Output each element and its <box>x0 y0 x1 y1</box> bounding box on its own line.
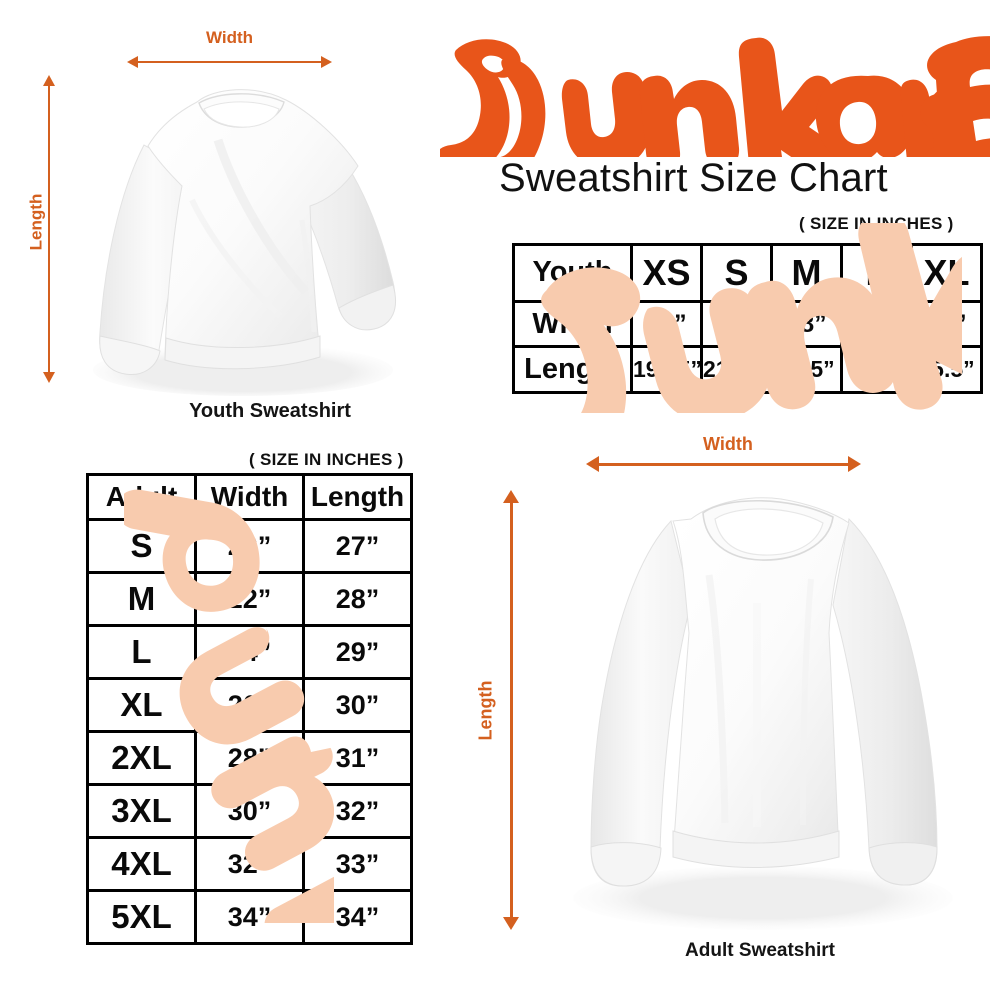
youth-width-xs: 16” <box>630 299 703 349</box>
youth-width-s: 17” <box>700 299 773 349</box>
arrow-bar <box>599 462 848 466</box>
youth-width-arrow <box>127 54 332 70</box>
youth-length-s: 21.25” <box>700 345 773 394</box>
adult-sweatshirt-image <box>543 483 983 938</box>
adult-size-cell: XL <box>86 677 197 734</box>
adult-length-cell: 32” <box>302 783 413 840</box>
arrow-bar <box>509 503 513 917</box>
table-row: 5XL 34” 34” <box>86 889 413 945</box>
adult-col-header-size: Adult <box>86 472 197 522</box>
table-row: 2XL 28” 31” <box>86 730 413 787</box>
adult-width-cell: 28” <box>194 730 305 787</box>
table-row: M 22” 28” <box>86 571 413 628</box>
youth-length-m: 22.5” <box>770 345 843 394</box>
table-row: 4XL 32” 33” <box>86 836 413 892</box>
adult-table-units-note: ( SIZE IN INCHES ) <box>249 450 404 469</box>
adult-width-cell: 32” <box>194 836 305 892</box>
youth-measurements-grid: Youth XS S M L XL Width 16” 17” 18” 19” … <box>512 243 983 394</box>
adult-length-cell: 34” <box>302 889 413 945</box>
adult-size-cell: 2XL <box>86 730 197 787</box>
arrow-bar <box>48 86 50 372</box>
youth-width-m: 18” <box>770 299 843 349</box>
adult-size-cell: L <box>86 624 197 681</box>
youth-size-l: L <box>840 243 913 303</box>
youth-width-label: Width <box>206 28 254 47</box>
youth-sweatshirt-caption: Youth Sweatshirt <box>189 400 351 422</box>
youth-sweatshirt-image <box>58 70 418 400</box>
chart-subtitle: Sweatshirt Size Chart <box>499 156 888 200</box>
adult-measurements-grid: Adult Width Length S 20” 27” M 22” 28” L… <box>86 472 413 945</box>
youth-size-s: S <box>700 243 773 303</box>
adult-width-cell: 26” <box>194 677 305 734</box>
arrow-head-down-icon <box>503 917 519 930</box>
arrow-head-up-icon <box>503 490 519 503</box>
adult-width-cell: 20” <box>194 518 305 575</box>
arrow-head-up-icon <box>43 75 55 86</box>
arrow-head-down-icon <box>43 372 55 383</box>
adult-col-header-width: Width <box>194 472 305 522</box>
table-row: XL 26” 30” <box>86 677 413 734</box>
youth-width-xl: 20” <box>910 299 983 349</box>
table-header-row: Youth XS S M L XL <box>512 243 983 303</box>
adult-size-cell: S <box>86 518 197 575</box>
youth-length-label: Length <box>26 193 46 251</box>
youth-row-header-width: Width <box>512 299 633 349</box>
youth-length-xs: 19.75” <box>630 345 703 394</box>
adult-size-cell: 5XL <box>86 889 197 945</box>
adult-col-header-length: Length <box>302 472 413 522</box>
arrow-head-right-icon <box>321 56 332 68</box>
youth-table-units-note: ( SIZE IN INCHES ) <box>799 214 954 233</box>
youth-row-header-length: Length <box>512 345 633 394</box>
adult-length-arrow <box>502 490 520 930</box>
adult-size-cell: 4XL <box>86 836 197 892</box>
table-row: Width 16” 17” 18” 19” 20” <box>512 299 983 349</box>
youth-length-l: 24” <box>840 345 913 394</box>
table-row: 3XL 30” 32” <box>86 783 413 840</box>
table-row: Length 19.75” 21.25” 22.5” 24” 25.5” <box>512 345 983 394</box>
arrow-bar <box>138 61 321 63</box>
adult-length-cell: 30” <box>302 677 413 734</box>
adult-width-label: Width <box>703 434 753 454</box>
youth-size-xs: XS <box>630 243 703 303</box>
youth-length-xl: 25.5” <box>910 345 983 394</box>
youth-length-arrow <box>41 75 57 383</box>
adult-length-cell: 28” <box>302 571 413 628</box>
adult-length-cell: 27” <box>302 518 413 575</box>
youth-size-m: M <box>770 243 843 303</box>
adult-width-cell: 34” <box>194 889 305 945</box>
adult-width-arrow <box>586 455 861 473</box>
adult-size-cell: M <box>86 571 197 628</box>
youth-size-table: Youth XS S M L XL Width 16” 17” 18” 19” … <box>512 223 983 413</box>
adult-length-cell: 33” <box>302 836 413 892</box>
adult-length-cell: 29” <box>302 624 413 681</box>
youth-size-xl: XL <box>910 243 983 303</box>
youth-row-header-title: Youth <box>512 243 633 303</box>
arrow-head-left-icon <box>586 456 599 472</box>
table-row: L 24” 29” <box>86 624 413 681</box>
youth-width-l: 19” <box>840 299 913 349</box>
adult-length-label: Length <box>475 680 496 741</box>
adult-width-cell: 30” <box>194 783 305 840</box>
dunkare-logo <box>440 32 990 157</box>
table-row: S 20” 27” <box>86 518 413 575</box>
adult-sweatshirt-caption: Adult Sweatshirt <box>685 940 835 961</box>
adult-size-cell: 3XL <box>86 783 197 840</box>
arrow-head-left-icon <box>127 56 138 68</box>
adult-width-cell: 22” <box>194 571 305 628</box>
table-header-row: Adult Width Length <box>86 472 413 522</box>
adult-size-table: Adult Width Length S 20” 27” M 22” 28” L… <box>86 472 413 945</box>
adult-width-cell: 24” <box>194 624 305 681</box>
adult-length-cell: 31” <box>302 730 413 787</box>
arrow-head-right-icon <box>848 456 861 472</box>
